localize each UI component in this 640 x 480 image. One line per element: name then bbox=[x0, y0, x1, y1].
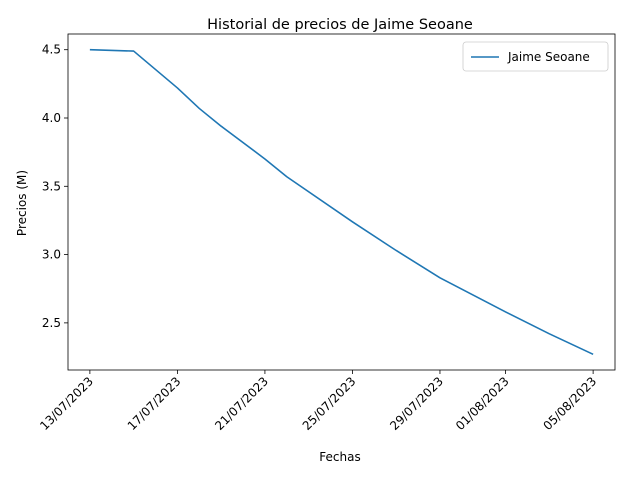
y-tick-label: 4.0 bbox=[42, 111, 61, 125]
legend: Jaime Seoane bbox=[462, 41, 609, 72]
legend-box bbox=[462, 41, 609, 72]
legend-label: Jaime Seoane bbox=[507, 50, 590, 64]
x-tick-label: 25/07/2023 bbox=[300, 374, 359, 433]
x-tick-label: 13/07/2023 bbox=[37, 374, 96, 433]
y-tick-label: 4.5 bbox=[42, 43, 61, 57]
chart-title: Historial de precios de Jaime Seoane bbox=[207, 17, 473, 33]
x-tick-label: 21/07/2023 bbox=[212, 374, 271, 433]
y-tick-label: 3.5 bbox=[42, 179, 61, 193]
y-tick-label: 3.0 bbox=[42, 248, 61, 262]
x-axis-label: Fechas bbox=[319, 450, 360, 464]
x-tick-label: 29/07/2023 bbox=[387, 374, 446, 433]
y-tick-label: 2.5 bbox=[42, 316, 61, 330]
x-tick-label: 17/07/2023 bbox=[125, 374, 184, 433]
x-tick-label: 01/08/2023 bbox=[453, 374, 512, 433]
series-line-0 bbox=[89, 48, 594, 356]
x-tick-label: 05/08/2023 bbox=[540, 374, 599, 433]
y-axis-label: Precios (M) bbox=[15, 170, 29, 236]
plot-frame bbox=[67, 33, 616, 371]
